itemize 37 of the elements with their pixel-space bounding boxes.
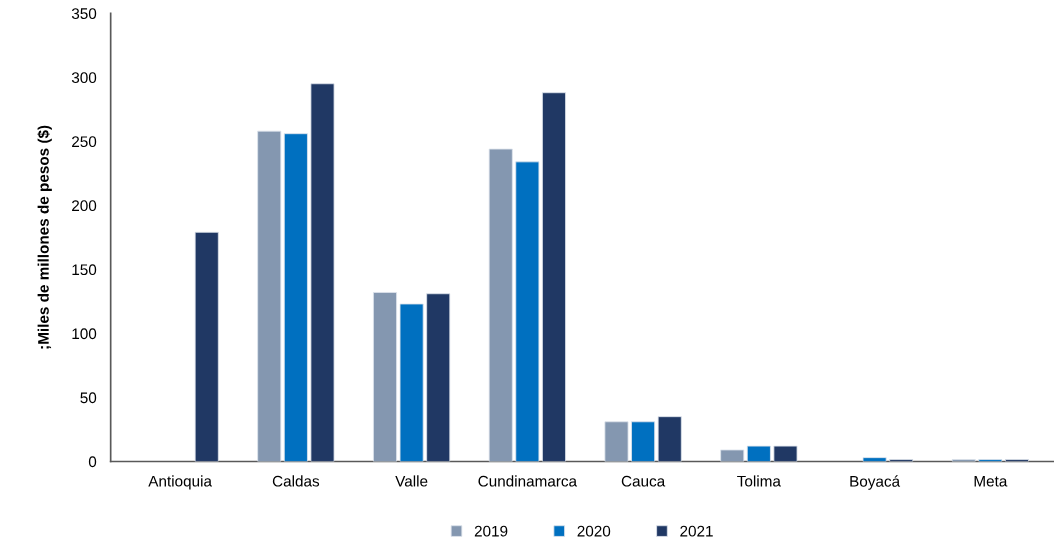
legend-label: 2019 bbox=[474, 525, 508, 537]
bar bbox=[657, 416, 682, 462]
bar bbox=[310, 83, 335, 462]
legend-label: 2020 bbox=[577, 525, 611, 537]
y-tick-label: 50 bbox=[80, 392, 97, 404]
bar bbox=[604, 421, 629, 462]
bar bbox=[541, 92, 566, 462]
y-tick-label: 150 bbox=[72, 264, 97, 276]
x-tick-label: Boyacá bbox=[850, 475, 901, 490]
bar bbox=[283, 133, 308, 462]
bar bbox=[488, 148, 513, 462]
bar bbox=[862, 457, 887, 462]
y-axis-title: ;Miles de millones de pesos ($) bbox=[37, 125, 52, 349]
x-tick-label: Antioquia bbox=[148, 475, 212, 490]
bar bbox=[720, 449, 745, 462]
y-tick-label: 300 bbox=[71, 72, 97, 84]
bar bbox=[515, 161, 540, 462]
x-tick-label: Cundinamarca bbox=[478, 475, 578, 487]
legend-label: 2021 bbox=[680, 525, 713, 537]
y-tick-label: 0 bbox=[88, 456, 97, 468]
bar bbox=[426, 293, 451, 462]
bar bbox=[773, 445, 798, 462]
y-tick-label: 200 bbox=[72, 200, 97, 212]
bar bbox=[194, 231, 219, 462]
y-tick-label: 350 bbox=[71, 8, 97, 20]
bar bbox=[631, 421, 656, 462]
y-tick-label: 250 bbox=[72, 136, 97, 148]
x-tick-label: Tolima bbox=[737, 475, 781, 487]
bar bbox=[399, 303, 424, 462]
bar bbox=[372, 292, 397, 462]
x-tick-label: Meta bbox=[974, 475, 1008, 487]
x-tick-label: Valle bbox=[395, 475, 428, 487]
bar bbox=[746, 445, 771, 462]
bar bbox=[257, 130, 282, 462]
x-tick-label: Cauca bbox=[621, 475, 666, 487]
y-tick-label: 100 bbox=[72, 328, 97, 340]
x-tick-label: Caldas bbox=[272, 475, 320, 487]
